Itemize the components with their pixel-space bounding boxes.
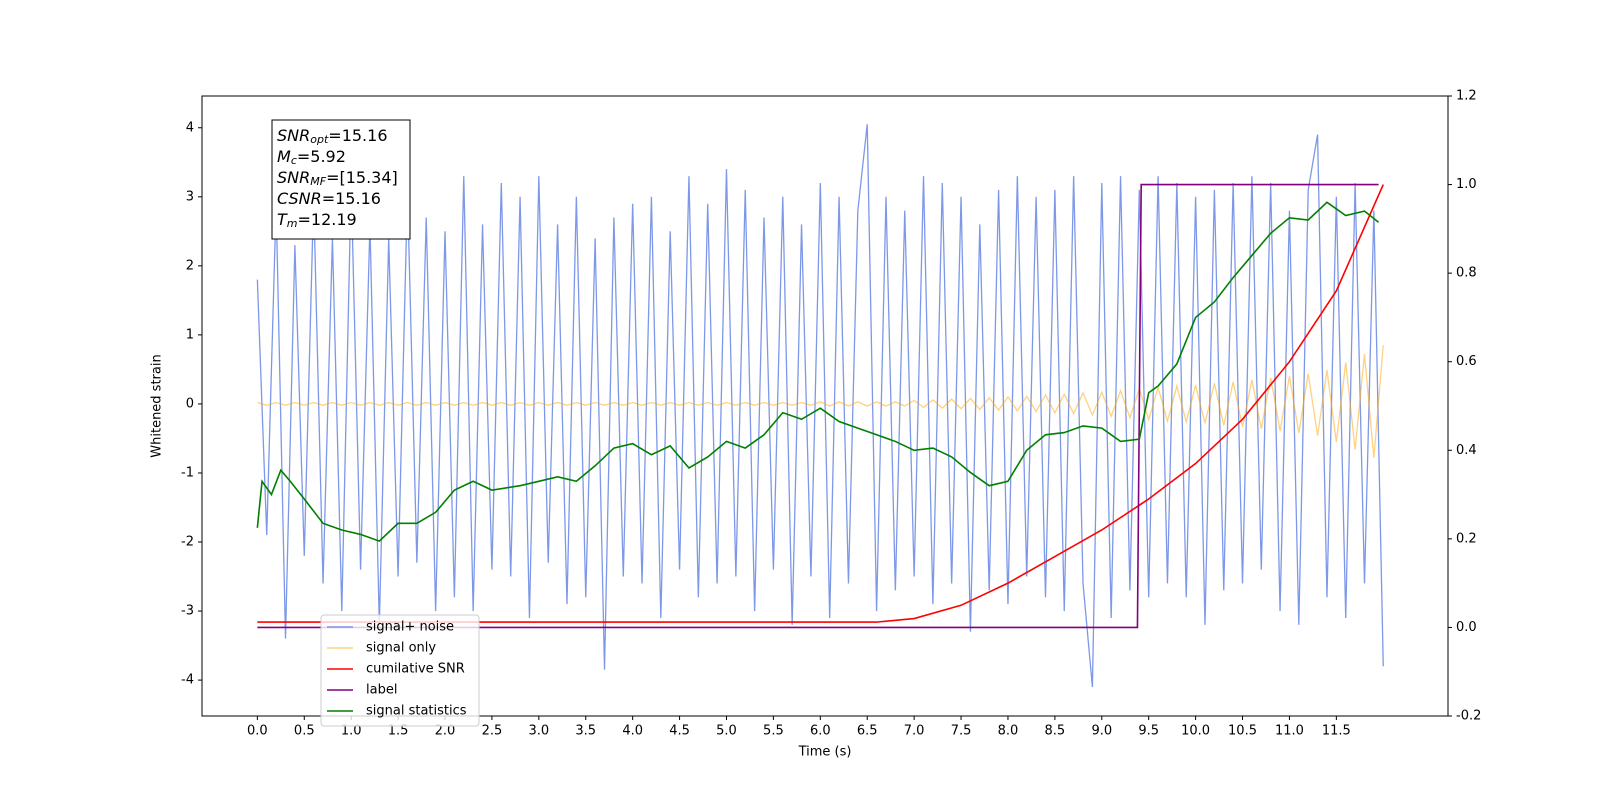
annotation-subscript: MF xyxy=(310,175,326,188)
y-tick-label: -2 xyxy=(181,535,194,550)
annotation-line: SNRopt=15.16 xyxy=(277,126,388,147)
annotation-value: =5.92 xyxy=(297,147,346,166)
annotation-value: =15.16 xyxy=(328,126,387,145)
legend-label: signal only xyxy=(366,641,436,656)
x-tick-label: 10.5 xyxy=(1228,724,1257,739)
y2-tick-label: 0.0 xyxy=(1456,620,1477,635)
x-tick-label: 10.0 xyxy=(1181,724,1210,739)
annotation: SNRopt=15.16Mc=5.92SNRMF=[15.34]CSNR=15.… xyxy=(271,119,411,240)
y-tick-label: 3 xyxy=(186,189,194,204)
x-tick-label: 8.0 xyxy=(998,724,1019,739)
annotation-line: Tm=12.19 xyxy=(277,210,357,231)
y2-tick-label: 1.0 xyxy=(1456,177,1477,192)
series-line xyxy=(257,345,1384,458)
y-tick-label: -4 xyxy=(181,673,194,688)
series-line xyxy=(257,183,1379,629)
x-tick-label: 7.0 xyxy=(904,724,925,739)
annotation-line: CSNR=15.16 xyxy=(277,189,381,208)
plot-area xyxy=(256,124,1384,688)
x-tick-label: 2.5 xyxy=(482,724,503,739)
legend: signal+ noise signal only cumilative SNR la… xyxy=(320,614,480,727)
y2-tick-label: 0.2 xyxy=(1456,531,1477,546)
x-tick-label: 9.5 xyxy=(1138,724,1159,739)
annotation-line: Mc=5.92 xyxy=(277,147,346,168)
y-tick-label: 2 xyxy=(186,258,194,273)
annotation-subscript: m xyxy=(287,217,298,230)
series-line xyxy=(257,184,1384,623)
x-tick-label: 8.5 xyxy=(1045,724,1066,739)
y2-tick-label: 0.8 xyxy=(1456,266,1477,281)
annotation-symbol: SNR xyxy=(277,126,310,145)
y-tick-label: 4 xyxy=(186,120,194,135)
annotation-value: =15.16 xyxy=(322,189,381,208)
annotation-symbol: SNR xyxy=(277,168,310,187)
x-tick-label: 11.0 xyxy=(1275,724,1304,739)
x-tick-label: 9.0 xyxy=(1091,724,1112,739)
y-tick-label: -1 xyxy=(181,465,194,480)
annotation-line: SNRMF=[15.34] xyxy=(277,168,398,189)
x-tick-label: 1.0 xyxy=(341,724,362,739)
annotation-subscript: opt xyxy=(310,133,329,146)
legend-label: label xyxy=(366,683,397,698)
x-tick-label: 5.5 xyxy=(763,724,784,739)
annotation-value: =12.19 xyxy=(298,210,357,229)
y-tick-label: 0 xyxy=(186,396,194,411)
legend-box xyxy=(320,614,480,727)
y-tick-label: 1 xyxy=(186,327,194,342)
y2-tick-label: 0.6 xyxy=(1456,354,1477,369)
x-tick-label: 7.5 xyxy=(951,724,972,739)
x-tick-label: 6.5 xyxy=(857,724,878,739)
series-line xyxy=(256,124,1384,688)
x-tick-label: 6.0 xyxy=(810,724,831,739)
x-tick-label: 3.5 xyxy=(575,724,596,739)
y2-tick-label: -0.2 xyxy=(1456,709,1481,724)
annotation-box xyxy=(271,119,411,240)
y-axis-label: Whitened strain xyxy=(150,354,165,457)
legend-label: signal statistics xyxy=(366,704,467,719)
annotation-symbol: CSNR xyxy=(277,189,322,208)
legend-label: cumilative SNR xyxy=(366,662,465,677)
x-tick-label: 4.5 xyxy=(669,724,690,739)
x-tick-label: 0.5 xyxy=(294,724,315,739)
annotation-subscript: c xyxy=(291,154,297,167)
y2-tick-label: 0.4 xyxy=(1456,443,1477,458)
x-tick-label: 1.5 xyxy=(388,724,409,739)
annotation-symbol: M xyxy=(277,147,291,166)
annotation-value: =[15.34] xyxy=(326,168,398,187)
y-tick-label: -3 xyxy=(181,604,194,619)
x-tick-label: 2.0 xyxy=(435,724,456,739)
plot-frame xyxy=(201,95,1449,717)
x-axis-label: Time (s) xyxy=(798,745,852,760)
x-tick-label: 4.0 xyxy=(622,724,643,739)
legend-label: signal+ noise xyxy=(366,620,454,635)
y2-tick-label: 1.2 xyxy=(1456,89,1477,104)
x-tick-label: 11.5 xyxy=(1322,724,1351,739)
series-line xyxy=(256,201,1380,542)
x-tick-label: 5.0 xyxy=(716,724,737,739)
annotation-symbol: T xyxy=(277,210,288,229)
x-tick-label: 3.0 xyxy=(528,724,549,739)
x-tick-label: 0.0 xyxy=(247,724,268,739)
